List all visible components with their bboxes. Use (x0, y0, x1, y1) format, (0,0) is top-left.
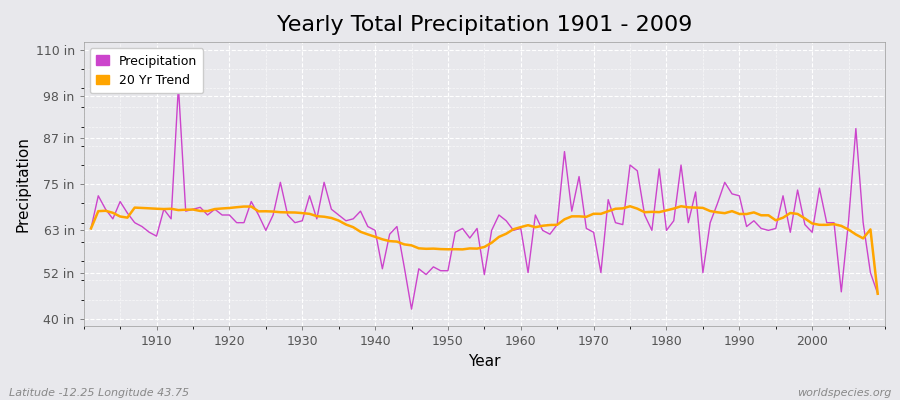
Title: Yearly Total Precipitation 1901 - 2009: Yearly Total Precipitation 1901 - 2009 (276, 15, 692, 35)
Text: Latitude -12.25 Longitude 43.75: Latitude -12.25 Longitude 43.75 (9, 388, 189, 398)
Y-axis label: Precipitation: Precipitation (15, 136, 30, 232)
Legend: Precipitation, 20 Yr Trend: Precipitation, 20 Yr Trend (90, 48, 203, 93)
X-axis label: Year: Year (468, 354, 500, 369)
Text: worldspecies.org: worldspecies.org (796, 388, 891, 398)
